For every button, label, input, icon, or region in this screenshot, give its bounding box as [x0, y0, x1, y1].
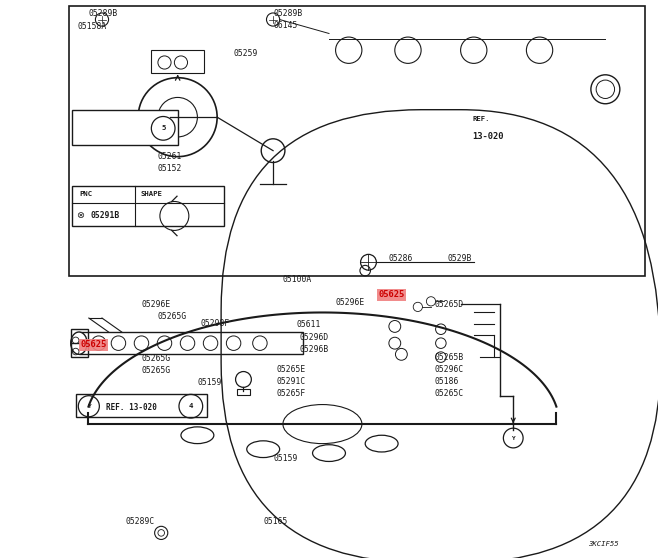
- Text: 05289B: 05289B: [273, 9, 302, 18]
- Text: 05265D: 05265D: [434, 300, 463, 309]
- Bar: [69, 6, 645, 276]
- Text: 05265C: 05265C: [434, 389, 463, 398]
- Circle shape: [503, 428, 523, 448]
- Text: 05265G: 05265G: [158, 312, 187, 321]
- Text: 05165: 05165: [263, 517, 288, 526]
- Text: REF. 13-020: REF. 13-020: [106, 403, 157, 412]
- Text: Y: Y: [87, 404, 91, 408]
- FancyBboxPatch shape: [76, 394, 207, 417]
- Text: 05289C: 05289C: [125, 517, 154, 526]
- Text: 05296D: 05296D: [299, 333, 328, 342]
- Ellipse shape: [71, 332, 87, 354]
- Text: 4: 4: [189, 403, 193, 409]
- Text: 05625: 05625: [378, 290, 405, 299]
- Circle shape: [78, 396, 99, 417]
- Text: 05259: 05259: [234, 49, 258, 57]
- Text: 05152: 05152: [158, 164, 182, 173]
- Text: Y: Y: [511, 436, 515, 440]
- Text: 05291B: 05291B: [91, 211, 120, 220]
- Text: 05291C: 05291C: [276, 377, 305, 386]
- Text: 05265G: 05265G: [141, 354, 170, 363]
- Text: PNC: PNC: [79, 191, 92, 197]
- Text: 0529B: 0529B: [447, 254, 472, 263]
- Text: 05625: 05625: [80, 340, 107, 349]
- Text: 05159: 05159: [273, 454, 297, 463]
- Text: 05261: 05261: [158, 152, 182, 161]
- Text: 05186: 05186: [434, 377, 459, 386]
- FancyBboxPatch shape: [72, 186, 224, 226]
- Text: 05298F: 05298F: [201, 319, 230, 328]
- Text: 05265B: 05265B: [434, 353, 463, 362]
- Text: 05158A: 05158A: [78, 22, 107, 31]
- Text: 05296E: 05296E: [141, 300, 170, 309]
- Text: 06145: 06145: [273, 21, 297, 30]
- Text: 05296B: 05296B: [299, 345, 328, 354]
- Text: 05265F: 05265F: [276, 389, 305, 398]
- Text: 5: 5: [161, 126, 165, 131]
- Text: REF.: REF.: [472, 116, 490, 122]
- Text: 05296C: 05296C: [434, 365, 463, 374]
- Text: 3KCIF55: 3KCIF55: [588, 541, 619, 547]
- Text: 05100A: 05100A: [283, 275, 312, 283]
- Text: 05265E: 05265E: [276, 365, 305, 374]
- Text: 05289B: 05289B: [89, 9, 118, 18]
- Text: 05611: 05611: [296, 320, 320, 329]
- Text: SHAPE: SHAPE: [140, 191, 162, 197]
- Text: 13-020: 13-020: [472, 132, 504, 141]
- Text: 05296E: 05296E: [336, 298, 365, 307]
- Text: 05159: 05159: [197, 378, 222, 387]
- Text: 05265G: 05265G: [141, 366, 170, 375]
- Text: ⊗: ⊗: [76, 211, 84, 220]
- Text: 05286: 05286: [388, 254, 413, 263]
- FancyBboxPatch shape: [72, 110, 178, 145]
